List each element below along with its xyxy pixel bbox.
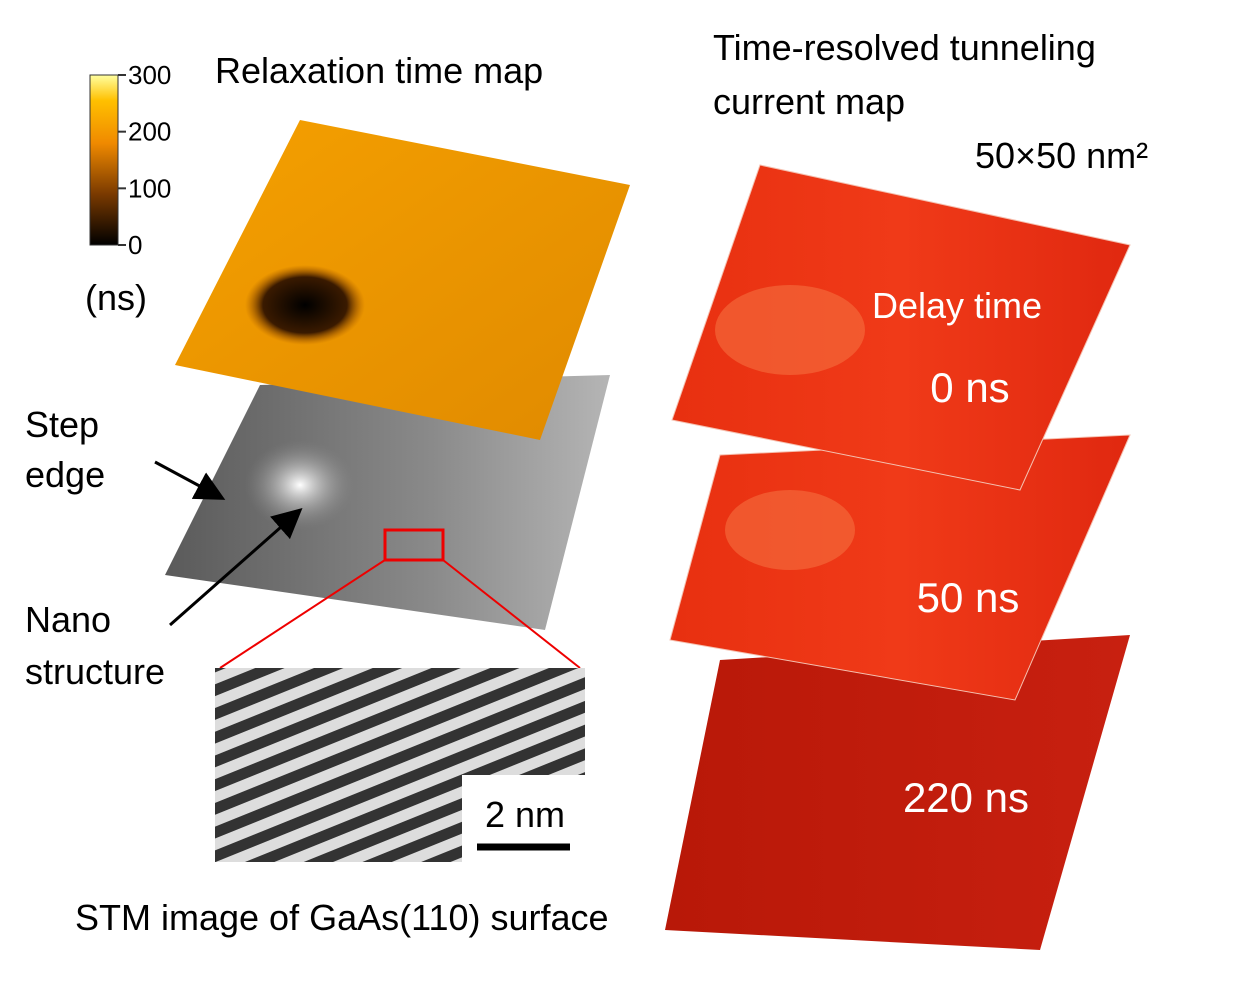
colorbar-tick-label: 300 [128, 60, 171, 90]
delay-value: 220 ns [903, 774, 1029, 821]
arrow [154, 460, 226, 500]
colorbar [89, 74, 119, 246]
map-title: Relaxation time map [215, 50, 543, 91]
arrow [169, 508, 303, 627]
nano-structure [245, 440, 355, 530]
colorbar-tick-label: 0 [128, 230, 142, 260]
tunneling-title: current map [713, 81, 905, 122]
size-label: 50×50 nm² [975, 135, 1148, 176]
zoom-box [383, 528, 445, 562]
current-surface [671, 164, 1131, 491]
zoom-line [219, 559, 386, 669]
annotation: Nano [25, 599, 111, 640]
delays: 0 ns 50 ns 220 ns [903, 364, 1029, 821]
colorbar-ticks: 0 100 200 300 [118, 60, 171, 260]
annotation: Step [25, 404, 99, 445]
scale-label: 2 nm [485, 794, 565, 835]
feature [715, 285, 865, 375]
dark-region [245, 265, 365, 345]
annotation: edge [25, 454, 105, 495]
colorbar-tick-label: 100 [128, 173, 171, 203]
colorbar-unit: (ns) [85, 277, 147, 318]
delay-label: Delay time [872, 285, 1042, 326]
zoom-line [442, 559, 581, 669]
tunneling-title: Time-resolved tunneling [713, 27, 1096, 68]
delay-value: 50 ns [917, 574, 1020, 621]
colorbar-tick-label: 200 [128, 117, 171, 147]
delay-value: 0 ns [930, 364, 1009, 411]
feature [725, 490, 855, 570]
relaxation-surface [175, 120, 630, 440]
annotation: structure [25, 651, 165, 692]
current-surface [665, 635, 1130, 950]
caption: STM image of GaAs(110) surface [75, 897, 609, 938]
topography-surface [165, 375, 610, 630]
